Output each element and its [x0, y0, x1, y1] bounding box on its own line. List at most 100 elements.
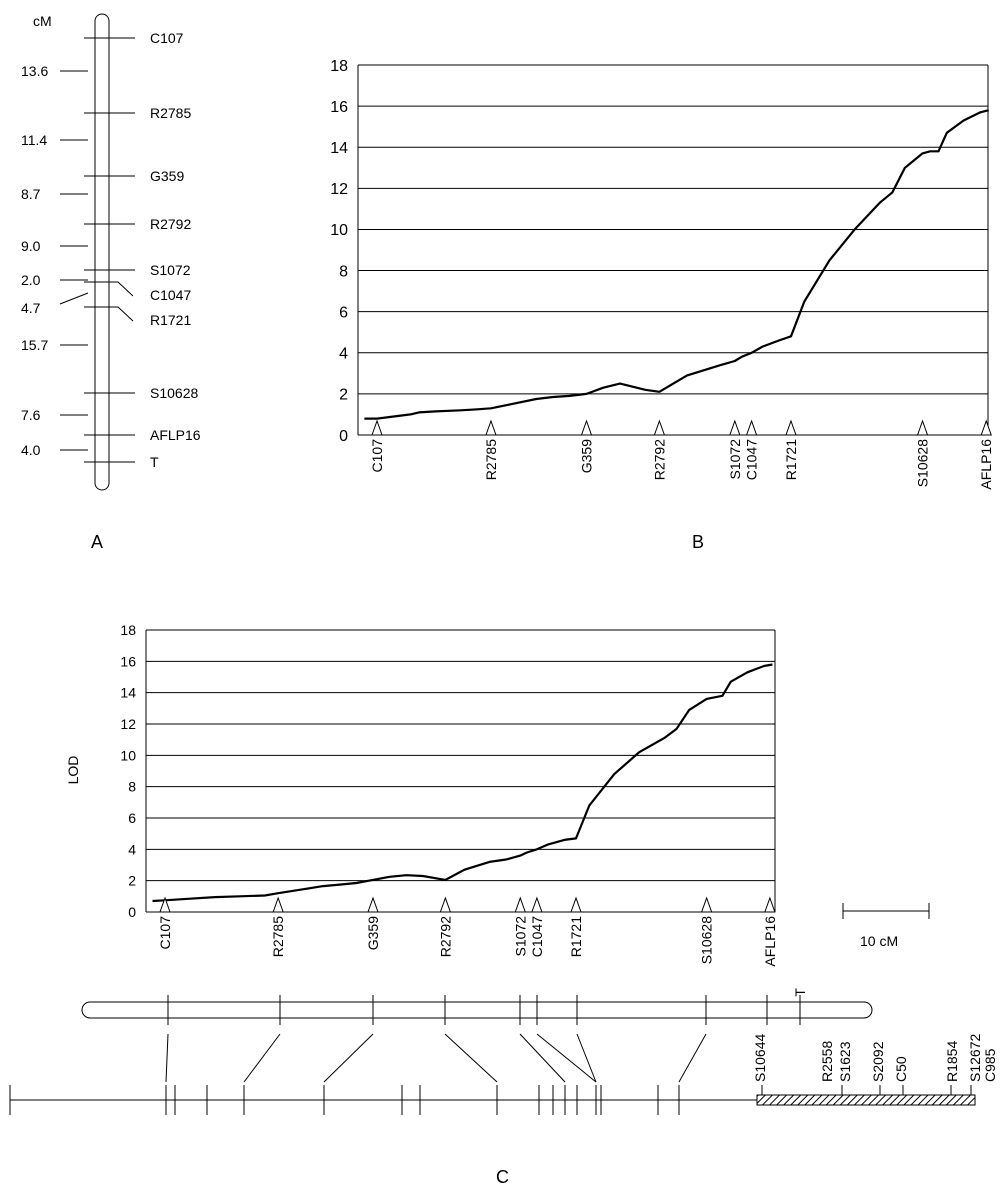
panel-c-ylabel: LOD [65, 756, 81, 785]
chart-b-marker-label-g359: G359 [579, 439, 595, 473]
chart-c-marker-c107 [159, 896, 171, 913]
chart-c-marker-c1047 [531, 896, 543, 913]
scale-bar: 10 cM [842, 903, 930, 949]
connector-line-8 [678, 1033, 707, 1083]
marker-line-r1721 [84, 306, 134, 322]
physical-label-r2558: R2558 [819, 1041, 835, 1082]
interval-line-6 [59, 292, 89, 305]
chart-c-marker-aflp16 [764, 896, 776, 913]
chart-b-y-tick-8: 8 [339, 263, 348, 280]
chart-c-marker-label-s1072: S1072 [512, 916, 528, 957]
chart-c-y-tick-16: 16 [120, 653, 136, 669]
chart-c-y-tick-2: 2 [128, 873, 136, 889]
chart-c-y-tick-6: 6 [128, 810, 136, 826]
marker-label-r2792: R2792 [150, 216, 191, 232]
chart-c-marker-label-g359: G359 [365, 916, 381, 950]
chart-b-y-tick-4: 4 [339, 346, 348, 363]
marker-label-c1047: C1047 [150, 287, 191, 303]
chart-c-y-tick-8: 8 [128, 779, 136, 795]
chart-b-marker-label-r1721: R1721 [783, 439, 799, 480]
scale-bar-label: 10 cM [860, 933, 898, 949]
physical-label-s2092: S2092 [870, 1041, 886, 1082]
chromosome-marker-label-t: T [792, 988, 808, 997]
chart-c-marker-s1072 [514, 896, 526, 913]
interval-label-7: 15.7 [21, 337, 48, 353]
interval-label-2: 11.4 [21, 132, 47, 148]
chart-b-y-tick-16: 16 [330, 99, 348, 116]
chart-c-marker-r2792 [439, 896, 452, 913]
chart-c-marker-label-c1047: C1047 [529, 916, 545, 957]
physical-label-s10644: S10644 [752, 1034, 768, 1082]
connector-line-1 [165, 1033, 169, 1083]
chart-b-marker-c1047 [745, 419, 758, 436]
chart-b-marker-label-r2792: R2792 [651, 439, 667, 480]
chart-b-marker-aflp16 [980, 419, 992, 436]
connector-line-2 [243, 1033, 281, 1083]
chart-c-y-tick-14: 14 [120, 685, 136, 701]
chart-b-marker-label-c1047: C1047 [744, 439, 760, 480]
marker-label-g359: G359 [150, 168, 184, 184]
connector-line-5 [519, 1033, 566, 1083]
physical-label-s1623: S1623 [837, 1041, 853, 1082]
panel-c-chromosome: T [81, 988, 873, 1025]
chart-b-y-tick-14: 14 [330, 140, 348, 157]
chart-b-marker-label-r2785: R2785 [483, 439, 499, 480]
physical-label-r1854: R1854 [944, 1041, 960, 1082]
chart-c-marker-label-aflp16: AFLP16 [762, 916, 778, 967]
interval-label-6: 4.7 [21, 300, 41, 316]
chart-c-marker-label-s10628: S10628 [699, 916, 715, 964]
chart-b-marker-r2792 [653, 419, 666, 436]
interval-label-3: 8.7 [21, 186, 41, 202]
chart-c-marker-label-r2785: R2785 [270, 916, 286, 957]
connector-line-7 [576, 1033, 597, 1083]
panel-a-unit-label: cM [33, 13, 52, 29]
hatched-region [756, 1094, 976, 1106]
chart-c-y-tick-4: 4 [128, 841, 136, 857]
chart-c-marker-r1721 [570, 896, 582, 913]
panel-b-lod-chart: 0 2 4 6 8 10 12 14 16 18 C107 R2785 G359 R2792 S1072 C1… [330, 58, 994, 490]
connector-line-6 [536, 1033, 597, 1083]
chart-c-y-tick-0: 0 [128, 904, 136, 920]
chart-b-y-tick-6: 6 [339, 304, 348, 321]
chart-b-lod-curve [364, 109, 989, 420]
chart-b-marker-r2785 [485, 419, 497, 436]
marker-label-s10628: S10628 [150, 385, 198, 401]
panel-c-physical-map: S10644 R2558 S1623 S2092 C50 R1854 S12672 C985 [9, 1033, 998, 1115]
chart-c-marker-s10628 [700, 896, 713, 913]
chart-b-marker-g359 [580, 419, 593, 436]
chart-b-y-tick-18: 18 [330, 58, 348, 75]
physical-label-s12672: S12672 [967, 1034, 983, 1082]
connector-line-4 [444, 1033, 498, 1083]
marker-line-c1047 [84, 281, 134, 297]
interval-label-5: 2.0 [21, 272, 41, 288]
panel-a-linkage-map: cM C107 R2785 G359 R2792 S1072 C1047 R17… [21, 13, 201, 552]
interval-label-9: 4.0 [21, 442, 41, 458]
chart-b-y-tick-10: 10 [330, 222, 348, 239]
chart-c-marker-label-r2792: R2792 [437, 916, 453, 957]
chart-c-y-tick-18: 18 [120, 622, 136, 638]
chart-b-y-tick-0: 0 [339, 428, 348, 445]
panel-c-lod-chart: 0 2 4 6 8 10 12 14 16 18 C107 R2785 G359 R2792 S1072 C1… [120, 622, 777, 967]
chart-c-y-tick-12: 12 [120, 716, 136, 732]
marker-label-r1721: R1721 [150, 312, 191, 328]
chart-b-marker-label-aflp16: AFLP16 [978, 439, 994, 490]
marker-label-aflp16: AFLP16 [150, 427, 201, 443]
chart-b-marker-s1072 [729, 419, 741, 436]
chart-b-marker-r1721 [785, 419, 797, 436]
physical-label-c985: C985 [982, 1048, 998, 1082]
chart-b-marker-s10628 [916, 419, 929, 436]
interval-label-8: 7.6 [21, 407, 41, 423]
marker-label-s1072: S1072 [150, 262, 191, 278]
connector-line-3 [323, 1033, 374, 1083]
chart-c-lod-curve [152, 663, 773, 903]
panel-b-label: B [692, 532, 704, 552]
chart-b-marker-c107 [371, 419, 383, 436]
panel-a-label: A [91, 532, 103, 552]
chart-b-marker-label-c107: C107 [369, 439, 385, 473]
interval-label-1: 13.6 [21, 63, 48, 79]
physical-label-c50: C50 [893, 1056, 909, 1082]
chart-c-marker-label-c107: C107 [157, 916, 173, 950]
panel-a-chromosome [94, 13, 110, 491]
interval-label-4: 9.0 [21, 238, 41, 254]
chart-b-marker-label-s10628: S10628 [915, 439, 931, 487]
